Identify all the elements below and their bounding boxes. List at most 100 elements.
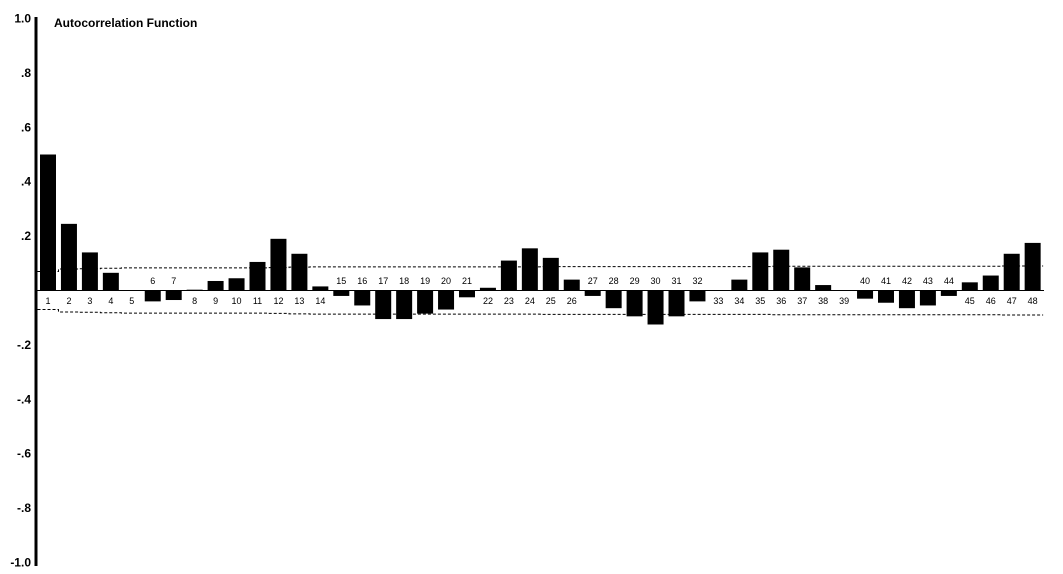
y-tick-label: -.8 [17,501,31,515]
confidence-band [37,265,1044,316]
lag-label: 33 [713,296,723,306]
lag-label: 5 [129,296,134,306]
lag-label: 6 [150,276,155,286]
y-tick-label: .8 [21,66,31,80]
chart-title: Autocorrelation Function [54,16,197,30]
acf-bar-lag-22 [479,287,496,291]
acf-bar-lag-30 [647,290,664,325]
lag-label: 15 [336,276,346,286]
acf-bar-lag-10 [228,278,245,291]
lag-label: 19 [420,276,430,286]
acf-bar-lag-16 [354,290,371,306]
lag-label: 41 [881,276,891,286]
lag-label: 26 [567,296,577,306]
y-tick-label: .6 [21,120,31,134]
y-tick-label: .2 [21,229,31,243]
acf-bar-lag-43 [919,290,936,306]
acf-bar-lag-1 [40,154,56,291]
acf-bar-lag-4 [102,272,119,291]
lag-label: 31 [671,276,681,286]
acf-bar-lag-21 [459,290,475,298]
lag-label: 24 [525,296,535,306]
acf-bar-lag-20 [438,290,455,310]
lag-label: 4 [108,296,113,306]
lag-label: 46 [986,296,996,306]
acf-bar-lag-46 [982,275,999,291]
lag-label: 38 [818,296,828,306]
acf-bar-lag-17 [375,290,392,320]
lag-label: 20 [441,276,451,286]
acf-bar-lag-36 [773,249,790,291]
acf-bar-lag-35 [752,252,769,291]
lag-label: 14 [315,296,325,306]
acf-bar-lag-48 [1024,242,1041,291]
acf-bar-lag-14 [312,286,329,291]
y-tick-label: -.4 [17,392,31,406]
confidence-band-upper [37,265,1044,272]
lag-label: 9 [213,296,218,306]
acf-bar-lag-6 [144,290,161,302]
lag-label: 13 [294,296,304,306]
lag-label: 42 [902,276,912,286]
lag-label: 21 [462,276,472,286]
lag-label: 7 [171,276,176,286]
confidence-band-lower [37,309,1044,316]
acf-bar-lag-37 [794,267,811,291]
lag-label: 1 [45,296,50,306]
lag-label: 48 [1028,296,1038,306]
acf-bar-lag-41 [878,290,894,303]
lag-label: 44 [944,276,954,286]
y-tick-label: -1.0 [10,556,31,570]
lag-label: 45 [965,296,975,306]
lag-label: 11 [253,296,262,306]
lag-label: 2 [66,296,71,306]
acf-bar-lag-13 [291,253,308,291]
acf-bars [40,154,1041,325]
lag-label: 30 [651,276,661,286]
lag-label: 3 [87,296,92,306]
acf-bar-lag-44 [940,290,957,296]
acf-bar-lag-19 [417,290,434,314]
acf-bar-lag-23 [500,260,517,291]
acf-bar-lag-38 [815,285,832,291]
acf-bar-lag-32 [689,290,706,302]
acf-bar-lag-40 [857,290,874,299]
lag-label: 8 [192,296,197,306]
acf-bar-lag-29 [626,290,643,317]
lag-label: 10 [232,296,242,306]
acf-bar-lag-26 [563,279,580,291]
lag-label: 34 [734,296,744,306]
lag-label: 28 [609,276,619,286]
acf-bar-lag-45 [961,282,978,291]
lag-label: 22 [483,296,493,306]
y-tick-label: -.6 [17,447,31,461]
lag-label: 27 [588,276,598,286]
acf-bar-lag-2 [60,223,77,291]
lag-label: 29 [630,276,640,286]
acf-bar-lag-15 [333,290,350,296]
lag-label: 17 [378,276,388,286]
acf-bar-lag-9 [207,280,224,291]
lag-label: 12 [273,296,283,306]
lag-label: 40 [860,276,870,286]
lag-label: 36 [776,296,786,306]
acf-bar-lag-3 [81,252,98,291]
acf-bar-lag-12 [270,238,287,291]
y-tick-label: .4 [21,175,31,189]
acf-bar-lag-31 [668,290,685,317]
lag-label: 16 [357,276,367,286]
lag-label: 32 [692,276,702,286]
lag-label: 37 [797,296,807,306]
lag-label: 25 [546,296,556,306]
acf-bar-lag-47 [1003,253,1020,291]
lag-label: 18 [399,276,409,286]
lag-label: 39 [839,296,849,306]
lag-label: 35 [755,296,765,306]
acf-bar-lag-8 [186,289,203,291]
acf-bar-lag-24 [521,248,538,291]
lag-label: 23 [504,296,514,306]
acf-bar-lag-34 [731,279,748,291]
acf-bar-lag-42 [898,290,915,309]
